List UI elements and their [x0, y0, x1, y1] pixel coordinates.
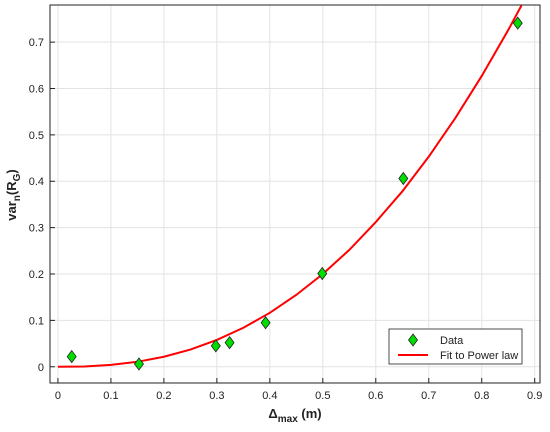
legend: Data Fit to Power law [388, 328, 523, 365]
legend-marker [408, 333, 418, 347]
label-text: (R [4, 181, 19, 195]
subscript: n [12, 195, 23, 201]
label-text: (m) [298, 406, 322, 421]
data-point [317, 266, 328, 281]
x-tick-label: 0.1 [103, 390, 118, 402]
marks [57, 5, 523, 371]
data-point [66, 349, 77, 364]
x-tick-label: 0.6 [368, 390, 383, 402]
x-tick-label: 0.2 [156, 390, 171, 402]
y-tick-label: 0.7 [29, 37, 44, 49]
subscript: G [12, 173, 23, 181]
legend-label: Data [440, 335, 464, 347]
y-axis-label: varn(RG) [4, 169, 23, 220]
data-point [260, 316, 271, 330]
x-tick-label: 0 [55, 390, 61, 402]
y-tick-label: 0.6 [29, 83, 44, 95]
y-tick-label: 0.2 [29, 269, 44, 281]
x-tick-label: 0.9 [527, 390, 542, 402]
data-point [133, 357, 144, 371]
x-tick-label: 0.5 [315, 390, 330, 402]
label-text: ) [4, 169, 19, 173]
data-point [210, 339, 221, 353]
x-axis-label: Δmax (m) [268, 406, 321, 425]
data-point [398, 171, 409, 186]
data-point [512, 16, 523, 30]
y-tick-label: 0.5 [29, 130, 44, 142]
x-tick-label: 0.7 [421, 390, 436, 402]
plot-frame [49, 4, 541, 384]
label-text: Δ [268, 406, 277, 421]
subscript: max [278, 414, 298, 425]
label-text: var [4, 201, 19, 221]
y-tick-label: 0.3 [29, 223, 44, 235]
x-tick-label: 0.8 [474, 390, 489, 402]
y-tick-label: 0 [38, 362, 44, 374]
y-tick-label: 0.1 [29, 315, 44, 327]
legend-box [388, 328, 523, 365]
data-point [224, 335, 235, 350]
legend-label: Fit to Power law [440, 350, 518, 362]
x-tick-label: 0.3 [209, 390, 224, 402]
grid [50, 5, 540, 383]
x-tick-label: 0.4 [262, 390, 277, 402]
y-tick-label: 0.4 [29, 176, 44, 188]
